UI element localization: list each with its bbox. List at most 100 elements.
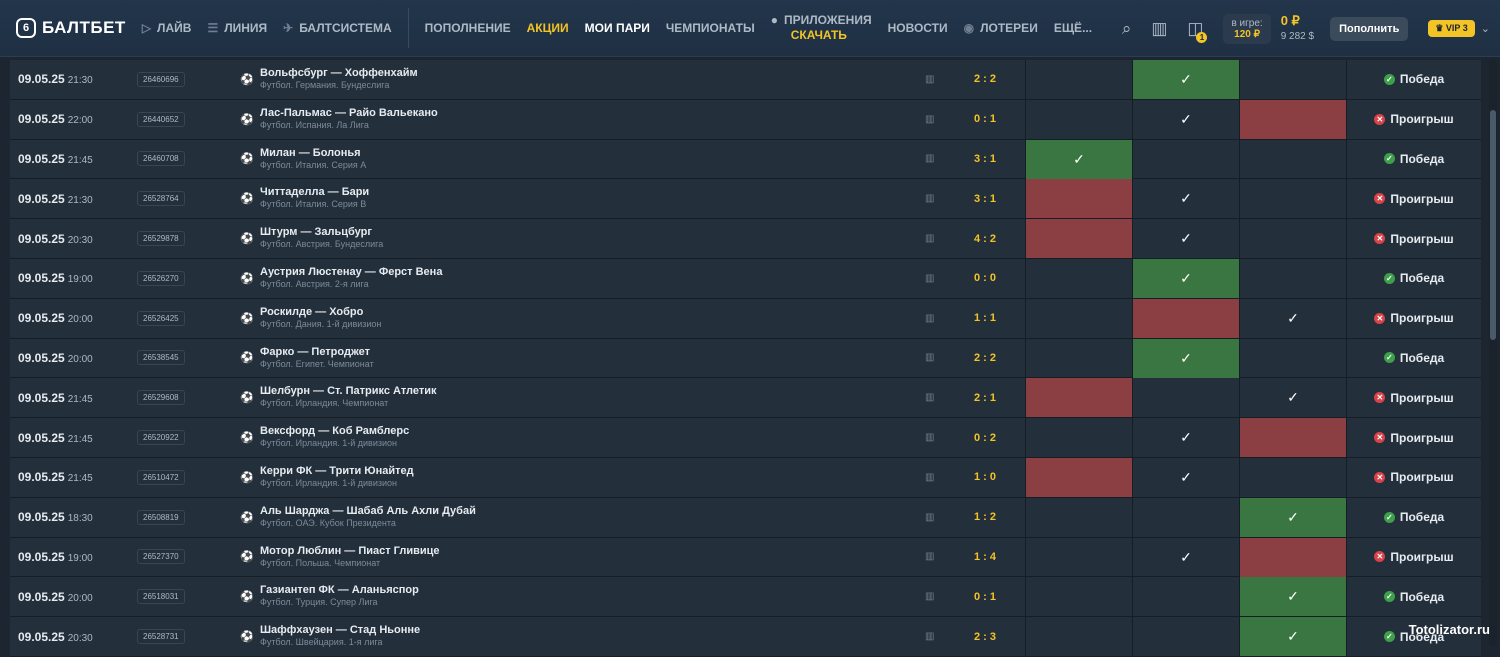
bet-date: 09.05.25 19:00 [18, 271, 93, 286]
match-info[interactable]: Шаффхаузен — Стад Ньонне Футбол. Швейцари… [260, 624, 420, 647]
stats-icon[interactable]: ▥ [925, 471, 935, 483]
win-icon: ✓ [1383, 73, 1395, 85]
nav-deposit[interactable]: ПОПОЛНЕНИЕ [424, 21, 511, 35]
bet-row[interactable]: 09.05.25 21:45 26510472 ⚽ Керри ФК — Трити Ю… [10, 457, 1481, 498]
bet-id[interactable]: 26518031 [137, 589, 185, 605]
bet-row[interactable]: 09.05.25 18:30 26508819 ⚽ Аль Шарджа — Шабаб… [10, 497, 1481, 538]
stats-icon[interactable]: ▥ [925, 432, 935, 444]
bet-id[interactable]: 26538545 [137, 350, 185, 366]
stats-icon[interactable]: ▥ [925, 511, 935, 523]
match-info[interactable]: Роскилде — Хобро Футбол. Дания. 1-й дивиз… [260, 306, 381, 329]
nav-line[interactable]: ☰ ЛИНИЯ [207, 21, 268, 35]
match-info[interactable]: Аустрия Люстенау — Ферст Вена Футбол. Авс… [260, 266, 442, 289]
bet-row[interactable]: 09.05.25 21:45 26529608 ⚽ Шелбурн — Ст. Патр… [10, 378, 1481, 419]
bet-id[interactable]: 26460708 [137, 151, 185, 167]
bet-row[interactable]: 09.05.25 22:00 26440652 ⚽ Лас-Пальмас — Райо… [10, 99, 1481, 140]
bet-row[interactable]: 09.05.25 20:30 26529878 ⚽ Штурм — Зальцбург Ф… [10, 219, 1481, 259]
bet-id[interactable]: 26529608 [137, 390, 185, 406]
match-info[interactable]: Вольфсбург — Хоффенхайм Футбол. Германия.… [260, 67, 418, 90]
match-info[interactable]: Читтаделла — Бари Футбол. Италия. Серия В [260, 186, 369, 209]
bet-result: ✕ Проигрыш [1346, 418, 1481, 458]
match-info[interactable]: Лас-Пальмас — Райо Вальекано Футбол. Испа… [260, 107, 438, 130]
football-icon: ⚽ [240, 631, 254, 644]
bet-id[interactable]: 26508819 [137, 509, 185, 525]
bet-row[interactable]: 09.05.25 20:30 26528731 ⚽ Шаффхаузен — Стад … [10, 617, 1481, 657]
nav-more[interactable]: ЕЩЁ... [1053, 21, 1093, 35]
notifications-icon[interactable]: ◫ 1 [1187, 19, 1208, 43]
chevron-down-icon[interactable]: ⌄ [1480, 23, 1490, 35]
bet-row[interactable]: 09.05.25 20:00 26538545 ⚽ Фарко — Петроджет Ф… [10, 338, 1481, 379]
stats-icon[interactable]: ▥ [925, 153, 935, 165]
bet-id[interactable]: 26510472 [137, 469, 185, 485]
nav-news[interactable]: НОВОСТИ [887, 21, 948, 35]
balance[interactable]: 0 ₽ 9 282 $ [1281, 13, 1314, 44]
match-score: 3 : 1 [973, 152, 996, 165]
loss-icon: ✕ [1374, 312, 1386, 324]
stats-icon[interactable]: ▥ [925, 392, 935, 404]
stats-icon[interactable]: ▥ [925, 272, 935, 284]
bet-row[interactable]: 09.05.25 21:30 26528764 ⚽ Читтаделла — Бари Ф… [10, 179, 1481, 220]
match-info[interactable]: Вексфорд — Коб Рамблерс Футбол. Ирландия.… [260, 425, 409, 448]
bet-id[interactable]: 26526270 [137, 270, 185, 286]
check-icon: ✓ [1180, 190, 1192, 207]
match-info[interactable]: Газиантеп ФК — Аланьяспор Футбол. Турция.… [260, 584, 419, 607]
bet-row[interactable]: 09.05.25 21:45 26460708 ⚽ Милан — Болонья Фут… [10, 139, 1481, 180]
outcome-cell [1239, 99, 1346, 139]
scrollbar-thumb[interactable] [1490, 110, 1496, 340]
stats-icon[interactable]: ▥ [925, 631, 935, 643]
scrollbar-track[interactable] [1489, 60, 1497, 645]
nav-apps-download[interactable]: СКАЧАТЬ [790, 28, 847, 42]
stats-icon[interactable]: ▥ [925, 233, 935, 245]
nav-lotteries[interactable]: ◉ ЛОТЕРЕИ [963, 21, 1038, 35]
vip-badge[interactable]: ♛ VIP 3 [1428, 20, 1475, 37]
bet-result: ✓ Победа [1346, 59, 1481, 99]
rocket-icon: ✈ [283, 21, 294, 35]
match-info[interactable]: Штурм — Зальцбург Футбол. Австрия. Бундес… [260, 226, 383, 249]
bet-row[interactable]: 09.05.25 20:00 26526425 ⚽ Роскилде — Хобро Фу… [10, 298, 1481, 339]
nav-live[interactable]: ▷ ЛАЙВ [141, 21, 192, 35]
bet-id[interactable]: 26528731 [137, 629, 185, 645]
stats-icon[interactable]: ▥ [925, 551, 935, 563]
nav-promotions[interactable]: АКЦИИ [526, 21, 569, 35]
match-title: Милан — Болонья [260, 146, 361, 159]
in-game-box[interactable]: в игре: 120 ₽ [1223, 13, 1271, 44]
bet-id[interactable]: 26526425 [137, 310, 185, 326]
loss-icon: ✕ [1374, 193, 1386, 205]
bet-row[interactable]: 09.05.25 21:45 26520922 ⚽ Вексфорд — Коб Рам… [10, 418, 1481, 458]
bet-row[interactable]: 09.05.25 21:30 26460696 ⚽ Вольфсбург — Хоффе… [10, 59, 1481, 100]
bet-id[interactable]: 26520922 [137, 430, 185, 446]
logo[interactable]: 6 БАЛТБЕТ [16, 0, 126, 57]
stats-icon[interactable]: ▥ [925, 352, 935, 364]
bet-row[interactable]: 09.05.25 19:00 26527370 ⚽ Мотор Люблин — Пиа… [10, 537, 1481, 578]
stats-icon[interactable]: ▥ [925, 113, 935, 125]
match-title: Керри ФК — Трити Юнайтед [260, 464, 414, 477]
stats-icon[interactable]: ▥ [1151, 18, 1168, 38]
search-icon[interactable]: ⌕ [1121, 18, 1132, 38]
match-info[interactable]: Шелбурн — Ст. Патрикс Атлетик Футбол. Ирл… [260, 385, 437, 408]
match-info[interactable]: Аль Шарджа — Шабаб Аль Ахли Дубай Футбол.… [260, 505, 476, 528]
nav-baltsystem[interactable]: ✈ БАЛТСИСТЕМА [283, 21, 392, 35]
match-info[interactable]: Керри ФК — Трити Юнайтед Футбол. Ирландия… [260, 465, 414, 488]
bet-row[interactable]: 09.05.25 20:00 26518031 ⚽ Газиантеп ФК — Ала… [10, 577, 1481, 618]
stats-icon[interactable]: ▥ [925, 312, 935, 324]
bet-id[interactable]: 26527370 [137, 549, 185, 565]
bet-date: 09.05.25 19:00 [18, 549, 93, 564]
match-info[interactable]: Фарко — Петроджет Футбол. Египет. Чемпион… [260, 346, 374, 369]
nav-apps[interactable]: ● ПРИЛОЖЕНИЯ СКАЧАТЬ [770, 13, 872, 42]
match-info[interactable]: Мотор Люблин — Пиаст Гливице Футбол. Поль… [260, 545, 440, 568]
stats-icon[interactable]: ▥ [925, 193, 935, 205]
match-info[interactable]: Милан — Болонья Футбол. Италия. Серия А [260, 147, 366, 170]
bet-id[interactable]: 26440652 [137, 111, 185, 127]
stats-icon[interactable]: ▥ [925, 591, 935, 603]
bet-id[interactable]: 26529878 [137, 231, 185, 247]
bet-result: ✓ Победа [1346, 139, 1481, 179]
bet-row[interactable]: 09.05.25 19:00 26526270 ⚽ Аустрия Люстенау —… [10, 258, 1481, 299]
nav-my-bets[interactable]: МОИ ПАРИ [584, 21, 650, 35]
bet-id[interactable]: 26460696 [137, 71, 185, 87]
bet-id[interactable]: 26528764 [137, 191, 185, 207]
stats-icon[interactable]: ▥ [925, 73, 935, 85]
outcome-cell [1025, 617, 1132, 657]
nav-championships[interactable]: ЧЕМПИОНАТЫ [665, 21, 755, 35]
outcome-cell: ✓ [1239, 497, 1346, 537]
topup-button[interactable]: Пополнить [1330, 16, 1409, 41]
